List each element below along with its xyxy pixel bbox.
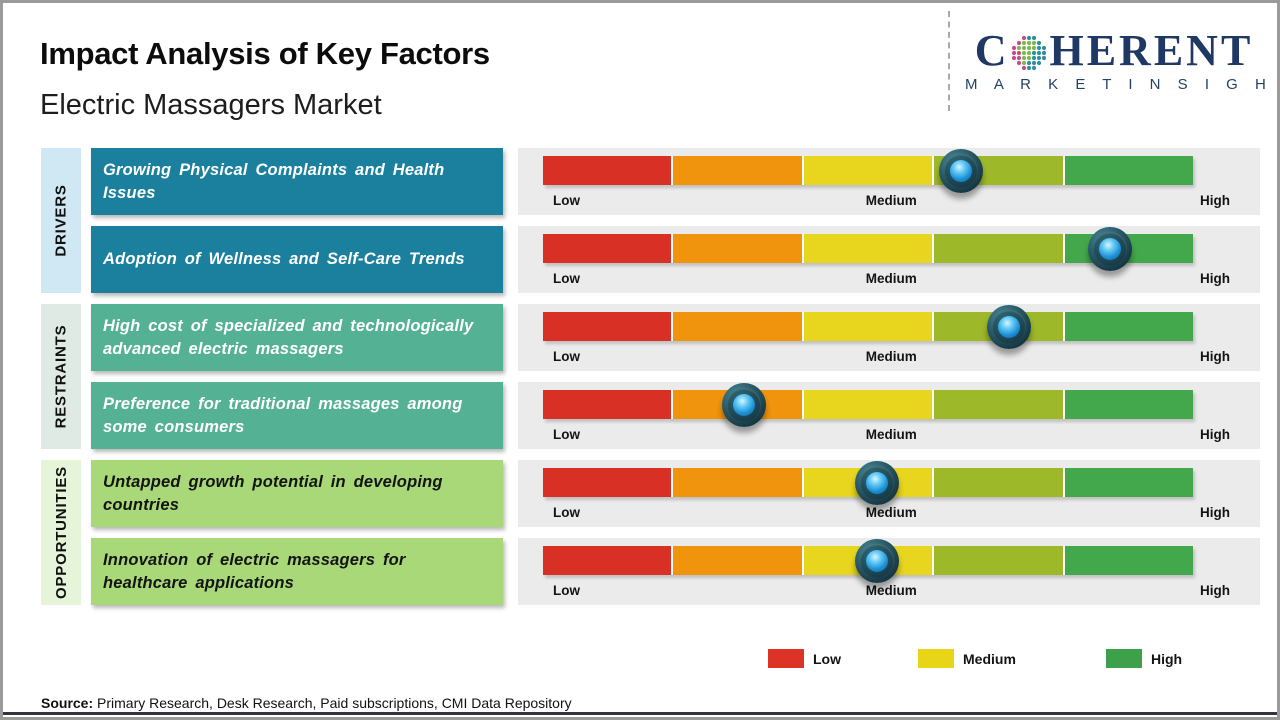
impact-bar-row: Low Medium High bbox=[518, 538, 1260, 605]
page-subtitle: Electric Massagers Market bbox=[40, 89, 382, 121]
bar-segment-high bbox=[1064, 390, 1194, 419]
legend-item-medium: Medium bbox=[918, 649, 1016, 668]
bar-segment-medium-high bbox=[934, 546, 1063, 575]
legend-item-low: Low bbox=[768, 649, 841, 668]
legend-swatch-medium bbox=[918, 649, 954, 668]
impact-marker-orb bbox=[855, 460, 900, 505]
bar-segment-high bbox=[1064, 546, 1194, 575]
bar-segment-low bbox=[543, 156, 672, 185]
brand-name-start: C bbox=[974, 26, 1010, 75]
bar-segment-low-medium bbox=[673, 156, 802, 185]
impact-gradient-bar bbox=[543, 304, 1194, 349]
factor-text: Adoption of Wellness and Self-Care Trend… bbox=[103, 250, 465, 269]
brand-tagline: M A R K E T I N S I G H T S bbox=[965, 76, 1277, 93]
tick-high: High bbox=[1200, 583, 1230, 598]
factor-text: Innovation of electric massagers for hea… bbox=[103, 551, 406, 592]
bar-segment-low bbox=[543, 390, 672, 419]
tick-high: High bbox=[1200, 271, 1230, 286]
factor-box: Growing Physical Complaints and Health I… bbox=[91, 148, 503, 215]
legend-item-high: High bbox=[1106, 649, 1182, 668]
bar-segment-medium bbox=[803, 156, 933, 185]
factor-text: High cost of specialized and technologic… bbox=[103, 317, 474, 358]
tick-medium: Medium bbox=[865, 583, 917, 598]
bar-segment-low-medium bbox=[673, 546, 802, 575]
factor-text: Growing Physical Complaints and Health I… bbox=[103, 161, 445, 202]
tick-low: Low bbox=[553, 271, 580, 286]
tick-low: Low bbox=[553, 349, 580, 364]
bar-segment-high bbox=[1064, 468, 1194, 497]
impact-bar-row: Low Medium High bbox=[518, 226, 1260, 293]
impact-marker-orb bbox=[1087, 226, 1132, 271]
bar-segment-high bbox=[1064, 156, 1194, 185]
bar-segment-low bbox=[543, 234, 672, 263]
impact-bar-row: Low Medium High bbox=[518, 148, 1260, 215]
tick-medium: Medium bbox=[865, 349, 917, 364]
tick-low: Low bbox=[553, 193, 580, 208]
bar-segment-medium bbox=[803, 234, 933, 263]
impact-marker-orb bbox=[938, 148, 983, 193]
bar-segment-medium bbox=[803, 390, 933, 419]
source-label: Source: bbox=[41, 695, 94, 711]
brand-logo: C HERENT M A R K E T I N S I G H T S bbox=[965, 29, 1277, 94]
category-label-opportunities: OPPORTUNITIES bbox=[41, 460, 81, 605]
category-label-restraints: RESTRAINTS bbox=[41, 304, 81, 449]
factor-box: Adoption of Wellness and Self-Care Trend… bbox=[91, 226, 503, 293]
logo-separator-dashed-line bbox=[948, 11, 950, 111]
legend-swatch-low bbox=[768, 649, 804, 668]
brand-name-end: HERENT bbox=[1049, 26, 1254, 75]
dotted-globe-icon bbox=[1012, 35, 1047, 71]
impact-gradient-bar bbox=[543, 382, 1194, 427]
bar-segment-low-medium bbox=[673, 312, 802, 341]
impact-marker-orb bbox=[855, 538, 900, 583]
factor-box: Preference for traditional massages amon… bbox=[91, 382, 503, 449]
legend-label: Medium bbox=[963, 650, 1016, 667]
tick-low: Low bbox=[553, 427, 580, 442]
impact-marker-orb bbox=[987, 304, 1032, 349]
tick-medium: Medium bbox=[865, 271, 917, 286]
bar-segment-low-medium bbox=[673, 234, 802, 263]
impact-gradient-bar bbox=[543, 226, 1194, 271]
factor-box: High cost of specialized and technologic… bbox=[91, 304, 503, 371]
bar-segment-high bbox=[1064, 312, 1194, 341]
bar-segment-medium bbox=[803, 312, 933, 341]
impact-gradient-bar bbox=[543, 538, 1194, 583]
bar-segment-low bbox=[543, 312, 672, 341]
bar-segment-medium-high bbox=[934, 390, 1063, 419]
factor-box: Untapped growth potential in developing … bbox=[91, 460, 503, 527]
legend-swatch-high bbox=[1106, 649, 1142, 668]
factor-text: Untapped growth potential in developing … bbox=[103, 473, 443, 514]
factor-box: Innovation of electric massagers for hea… bbox=[91, 538, 503, 605]
tick-medium: Medium bbox=[865, 427, 917, 442]
tick-medium: Medium bbox=[865, 193, 917, 208]
tick-medium: Medium bbox=[865, 505, 917, 520]
source-line: Source: Primary Research, Desk Research,… bbox=[41, 695, 572, 711]
impact-marker-orb bbox=[721, 382, 766, 427]
bar-segment-medium-high bbox=[934, 468, 1063, 497]
category-label-drivers: DRIVERS bbox=[41, 148, 81, 293]
impact-gradient-bar bbox=[543, 460, 1194, 505]
bar-segment-low-medium bbox=[673, 468, 802, 497]
tick-high: High bbox=[1200, 193, 1230, 208]
page-title: Impact Analysis of Key Factors bbox=[40, 36, 490, 71]
bottom-divider bbox=[3, 712, 1277, 715]
tick-high: High bbox=[1200, 427, 1230, 442]
tick-high: High bbox=[1200, 349, 1230, 364]
bar-segment-low bbox=[543, 468, 672, 497]
brand-name: C HERENT bbox=[965, 29, 1263, 73]
legend-label: High bbox=[1151, 650, 1183, 667]
legend-label: Low bbox=[813, 650, 841, 667]
impact-bar-row: Low Medium High bbox=[518, 460, 1260, 527]
bar-segment-low bbox=[543, 546, 672, 575]
tick-low: Low bbox=[553, 505, 580, 520]
tick-low: Low bbox=[553, 583, 580, 598]
bar-segment-medium-high bbox=[934, 234, 1063, 263]
factor-text: Preference for traditional massages amon… bbox=[103, 395, 463, 436]
tick-high: High bbox=[1200, 505, 1230, 520]
source-text: Primary Research, Desk Research, Paid su… bbox=[93, 695, 572, 711]
impact-bar-row: Low Medium High bbox=[518, 304, 1260, 371]
impact-bar-row: Low Medium High bbox=[518, 382, 1260, 449]
impact-gradient-bar bbox=[543, 148, 1194, 193]
